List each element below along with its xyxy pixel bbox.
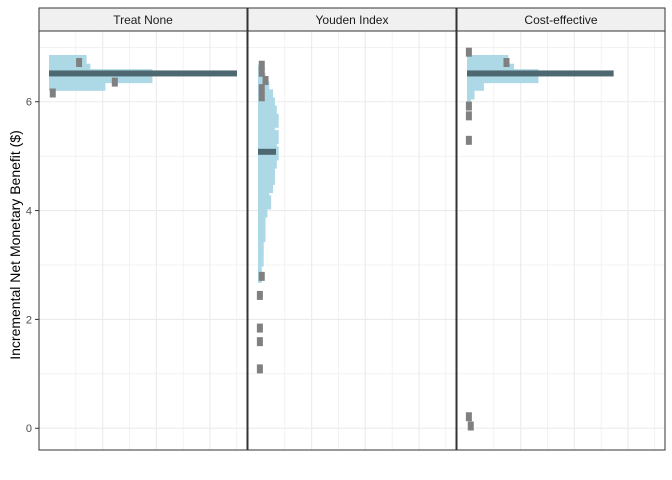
- summary-mark: [465, 47, 472, 57]
- facet-strip: [456, 7, 666, 32]
- summary-mark: [256, 337, 263, 347]
- summary-mark: [258, 84, 265, 94]
- distribution-bar: [258, 187, 270, 202]
- distribution-bar: [258, 228, 266, 243]
- distribution-bar: [258, 236, 264, 251]
- summary-mark: [49, 88, 56, 98]
- panel-background: [457, 31, 665, 450]
- panel-grid: [39, 31, 247, 450]
- y-axis-title: Incremental Net Monetary Benefit ($): [7, 130, 23, 360]
- median-line: [467, 70, 614, 77]
- facet-strip: [247, 7, 457, 32]
- facet-panels: Treat None Youden Index Cost-effective: [38, 7, 666, 451]
- summary-mark: [467, 421, 474, 431]
- y-tick-label: 0: [26, 423, 32, 435]
- summary-mark: [262, 75, 269, 85]
- distribution-bar: [49, 76, 106, 91]
- y-tick-label: 4: [26, 206, 32, 218]
- summary-mark: [111, 77, 118, 87]
- y-axis: 0 2 4 6: [26, 97, 39, 435]
- summary-mark: [503, 58, 510, 68]
- distribution-bar: [467, 85, 475, 100]
- distribution-bar: [258, 211, 266, 226]
- panel-grid: [457, 31, 665, 450]
- summary-mark: [465, 101, 472, 111]
- summary-mark: [256, 290, 263, 300]
- facet-panel: Cost-effective: [456, 7, 666, 451]
- facet-panel: Treat None: [38, 7, 248, 451]
- facet-title: Cost-effective: [524, 13, 597, 27]
- distribution-bar: [258, 260, 262, 275]
- panel-background: [248, 31, 456, 450]
- facet-panel: Youden Index: [247, 7, 457, 451]
- summary-mark: [465, 111, 472, 121]
- summary-mark: [258, 92, 265, 102]
- summary-mark: [258, 60, 265, 70]
- facet-title: Youden Index: [316, 13, 389, 27]
- distribution-bar: [258, 219, 266, 234]
- distribution-bar: [258, 252, 264, 267]
- y-tick-label: 6: [26, 97, 32, 109]
- summary-mark: [76, 58, 83, 68]
- summary-mark: [465, 412, 472, 422]
- summary-mark: [258, 67, 265, 77]
- summary-mark: [465, 135, 472, 145]
- facet-strip: [38, 7, 248, 32]
- median-line: [49, 70, 237, 77]
- facet-title: Treat None: [113, 13, 173, 27]
- panel-background: [39, 31, 247, 450]
- y-tick-label: 2: [26, 314, 32, 326]
- summary-mark: [256, 364, 263, 374]
- distribution-bar: [258, 203, 268, 218]
- distribution-bar: [258, 244, 264, 259]
- median-line: [258, 148, 276, 155]
- summary-mark: [256, 323, 263, 333]
- panel-grid: [248, 31, 456, 450]
- distribution-bar: [258, 72, 266, 87]
- summary-mark: [258, 271, 265, 281]
